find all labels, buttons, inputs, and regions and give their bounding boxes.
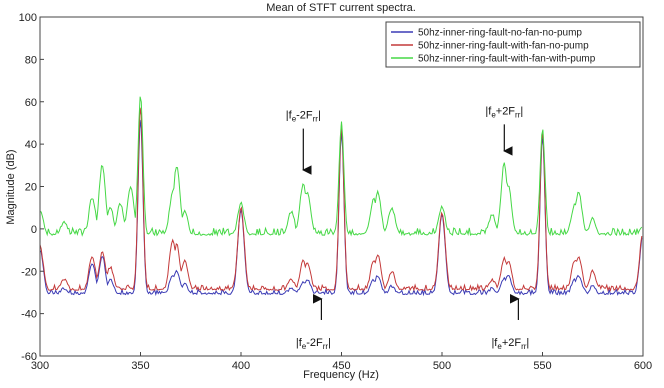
x-tick-label: 300 [31, 360, 49, 372]
x-tick-label: 550 [533, 360, 551, 372]
annotation-label: |fe+2Frr| [491, 337, 529, 351]
y-tick-label: 40 [25, 139, 37, 151]
axes: 300 350 400 450 500 550 600 -60 -40 -20 0 20 40 60 80 1… [19, 12, 653, 372]
y-tick-label: 80 [25, 54, 37, 66]
x-tick-label: 450 [332, 360, 350, 372]
annotations: |fe-2Frr| |fe+2Frr| |fe-2Frr| |fe+2Frr| [286, 105, 530, 351]
series-line-1 [40, 119, 643, 297]
y-tick-label: -60 [21, 351, 37, 363]
x-axis-label: Frequency (Hz) [303, 369, 379, 381]
x-tick-label: 400 [232, 360, 250, 372]
chart-title: Mean of STFT current spectra. [266, 2, 416, 14]
legend-entry: 50hz-inner-ring-fault-no-fan-no-pump [418, 28, 582, 39]
x-tick-label: 350 [131, 360, 149, 372]
y-tick-label: -20 [21, 266, 37, 278]
annotation-label: |fe-2Frr| [286, 110, 321, 124]
y-tick-label: 100 [19, 12, 37, 24]
y-axis-label: Magnitude (dB) [5, 149, 17, 224]
annotation-label: |fe+2Frr| [485, 105, 523, 119]
legend-entry: 50hz-inner-ring-fault-with-fan-with-pump [418, 54, 596, 65]
y-tick-label: -40 [21, 309, 37, 321]
plot-area [40, 96, 643, 297]
series-line-3 [40, 96, 643, 237]
annotation-label: |fe-2Frr| [296, 337, 331, 351]
legend-entry: 50hz-inner-ring-fault-with-fan-no-pump [418, 41, 589, 52]
legend: 50hz-inner-ring-fault-no-fan-no-pump 50hz… [385, 21, 641, 68]
y-tick-label: 20 [25, 182, 37, 194]
legend-box [385, 21, 641, 68]
y-tick-label: 0 [31, 224, 37, 236]
x-tick-label: 500 [433, 360, 451, 372]
y-tick-label: 60 [25, 97, 37, 109]
x-tick-label: 600 [634, 360, 652, 372]
